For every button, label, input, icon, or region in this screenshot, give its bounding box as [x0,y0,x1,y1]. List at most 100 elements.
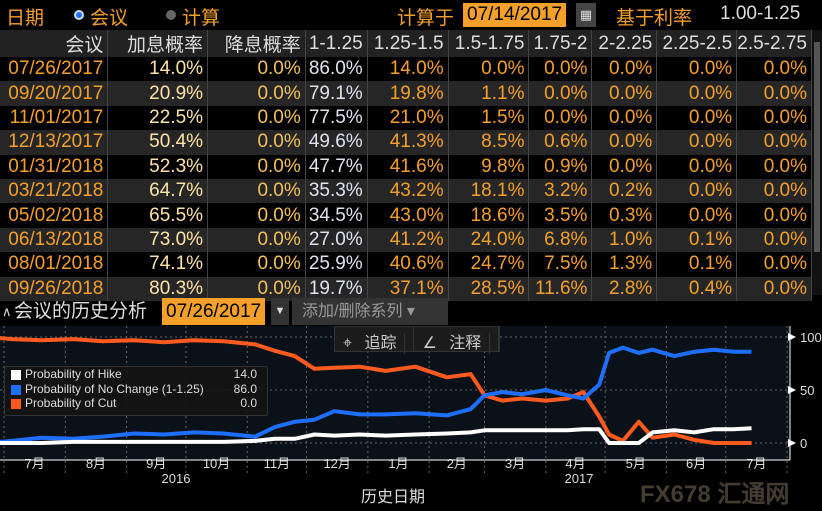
probability-cell: 41.2% [367,227,449,253]
probability-cell: 41.3% [367,130,449,155]
column-header[interactable]: 1.5-1.75 [448,30,530,57]
x-tick-label: 2月 [447,456,467,471]
probability-cell: 0.0% [207,227,306,253]
table-row[interactable]: 01/31/2018 52.3% 0.0% 47.7% 41.6% 9.8% 0.9% 0.0… [0,154,812,179]
annotate-label: 注释 [441,333,491,354]
probability-cell: 27.0% [305,227,368,253]
probability-cell: 0.0% [207,154,306,179]
probability-cell: 64.7% [107,178,209,204]
calc-on-label: 计算于 [397,8,455,29]
table-row[interactable]: 07/26/2017 14.0% 0.0% 86.0% 14.0% 0.0% 0.0% 0.0… [0,57,812,82]
probability-cell: 7.5% [528,252,593,277]
table-row[interactable]: 08/01/2018 74.1% 0.0% 25.9% 40.6% 24.7% 7.5% 1.… [0,252,812,277]
history-chart: 7月 8月 9月 10月 11月 12月 1月 2月 3月 4月 5月 6月 7月 100 50 0 2016 2… [0,326,822,508]
probability-cell: 0.4% [656,276,738,301]
track-button[interactable]: ⌖ 追踪 [335,327,415,354]
table-row[interactable]: 03/21/2018 64.7% 0.0% 35.3% 43.2% 18.1% 3.2% 0.… [0,178,812,204]
probability-cell: 2.8% [591,276,658,301]
calendar-icon[interactable]: ▦ [576,3,596,27]
chart-svg: 7月 8月 9月 10月 11月 12月 1月 2月 3月 4月 5月 6月 7月 100 50 0 2016 2… [0,326,822,508]
table-row[interactable]: 12/13/2017 50.4% 0.0% 49.6% 41.3% 8.5% 0.6% 0.0… [0,130,812,155]
column-header[interactable]: 1-1.25 [305,30,368,57]
probability-cell: 24.0% [448,227,530,253]
x-tick-label: 4月 [565,456,585,471]
probability-cell: 0.0% [207,203,306,228]
legend-hike: Probability of Hike 14.0 [5,367,267,382]
column-header[interactable]: 2.25-2.5 [656,30,738,57]
legend-swatch [11,384,21,395]
probability-cell: 47.7% [305,154,368,179]
probability-cell: 28.5% [448,276,530,301]
meeting-date-cell: 11/01/2017 [0,105,109,131]
top-bar: 日期 会议 计算 计算于 07/14/2017 ▦ 基于利率 1.00-1.25 [0,0,822,30]
probability-cell: 0.0% [736,203,812,228]
probability-cell: 0.0% [207,276,306,301]
meeting-date-cell: 07/26/2017 [0,57,109,82]
track-label: 追踪 [356,333,406,354]
table-row[interactable]: 05/02/2018 65.5% 0.0% 34.5% 43.0% 18.6% 3.5% 0.… [0,203,812,228]
probability-cell: 19.8% [367,81,449,106]
probability-cell: 20.9% [107,81,209,106]
scrollbar-thumb[interactable] [814,42,820,252]
column-header[interactable]: 会议 [0,30,109,57]
table-row[interactable]: 11/01/2017 22.5% 0.0% 77.5% 21.0% 1.5% 0.0% 0.0… [0,105,812,131]
radio-calc-icon[interactable] [166,10,176,20]
x-tick-label: 7月 [25,456,45,471]
probability-cell: 22.5% [107,105,209,131]
probability-cell: 0.0% [736,276,812,301]
probability-cell: 0.0% [736,57,812,82]
calc-date-input[interactable]: 07/14/2017 [463,3,567,27]
series-line-no-change [0,345,752,444]
column-header[interactable]: 1.75-2 [528,30,593,57]
column-header[interactable]: 加息概率 [107,30,209,57]
date-label: 日期 [6,8,45,29]
probability-cell: 1.0% [591,227,658,253]
probability-cell: 1.5% [448,105,530,131]
y-tick-marker [788,333,796,341]
probability-cell: 52.3% [107,154,209,179]
collapse-icon[interactable]: ∧ [2,304,12,319]
column-header[interactable]: 2-2.25 [591,30,658,57]
probability-cell: 0.0% [591,154,658,179]
annotate-button[interactable]: ∠ 注释 [414,327,500,354]
chart-tools: ⌖ 追踪 ∠ 注释 [334,326,501,354]
probability-cell: 73.0% [107,227,209,253]
add-remove-series-label: 添加/删除系列 [302,303,403,320]
radio-meeting-selected-icon[interactable] [74,10,84,20]
column-header[interactable]: 降息概率 [207,30,306,57]
meeting-dropdown-icon[interactable]: ▼ [271,298,289,325]
probability-cell: 9.8% [448,154,530,179]
mode-calc-radio[interactable]: 计算 [182,8,221,29]
probability-cell: 0.0% [207,130,306,155]
probability-cell: 24.7% [448,252,530,277]
table-row[interactable]: 06/13/2018 73.0% 0.0% 27.0% 41.2% 24.0% 6.8% 1.… [0,227,812,253]
probability-cell: 77.5% [305,105,368,131]
probability-cell: 14.0% [107,57,209,82]
probability-cell: 0.0% [736,130,812,155]
probability-cell: 0.9% [528,154,593,179]
table-row[interactable]: 09/20/2017 20.9% 0.0% 79.1% 19.8% 1.1% 0.0% 0.0… [0,81,812,106]
base-rate-value: 1.00-1.25 [720,3,801,24]
probability-cell: 0.0% [656,81,738,106]
column-header[interactable]: 1.25-1.5 [367,30,449,57]
x-tick-label: 3月 [505,456,525,471]
probability-cell: 0.0% [528,105,593,131]
probability-cell: 34.5% [305,203,368,228]
probability-cell: 0.0% [207,252,306,277]
probability-cell: 40.6% [367,252,449,277]
probability-cell: 0.0% [736,252,812,277]
y-tick-marker [788,439,796,447]
legend-label: Probability of Hike [25,367,122,381]
mode-meeting-radio[interactable]: 会议 [90,8,129,29]
probability-cell: 19.7% [305,276,368,301]
probability-cell: 0.0% [736,178,812,204]
meeting-date-cell: 03/21/2018 [0,178,109,204]
add-remove-series-button[interactable]: 添加/删除系列 ▾ [292,298,448,325]
column-header[interactable]: 2.5-2.75 [736,30,812,57]
meeting-date-select[interactable]: 07/26/2017 [162,298,266,325]
table-row[interactable]: 09/26/2018 80.3% 0.0% 19.7% 37.1% 28.5% 11.6% 2… [0,276,812,301]
table-scrollbar[interactable] [812,30,822,295]
meeting-date-cell: 06/13/2018 [0,227,109,253]
meeting-date-cell: 01/31/2018 [0,154,109,179]
probability-cell: 0.2% [591,178,658,204]
